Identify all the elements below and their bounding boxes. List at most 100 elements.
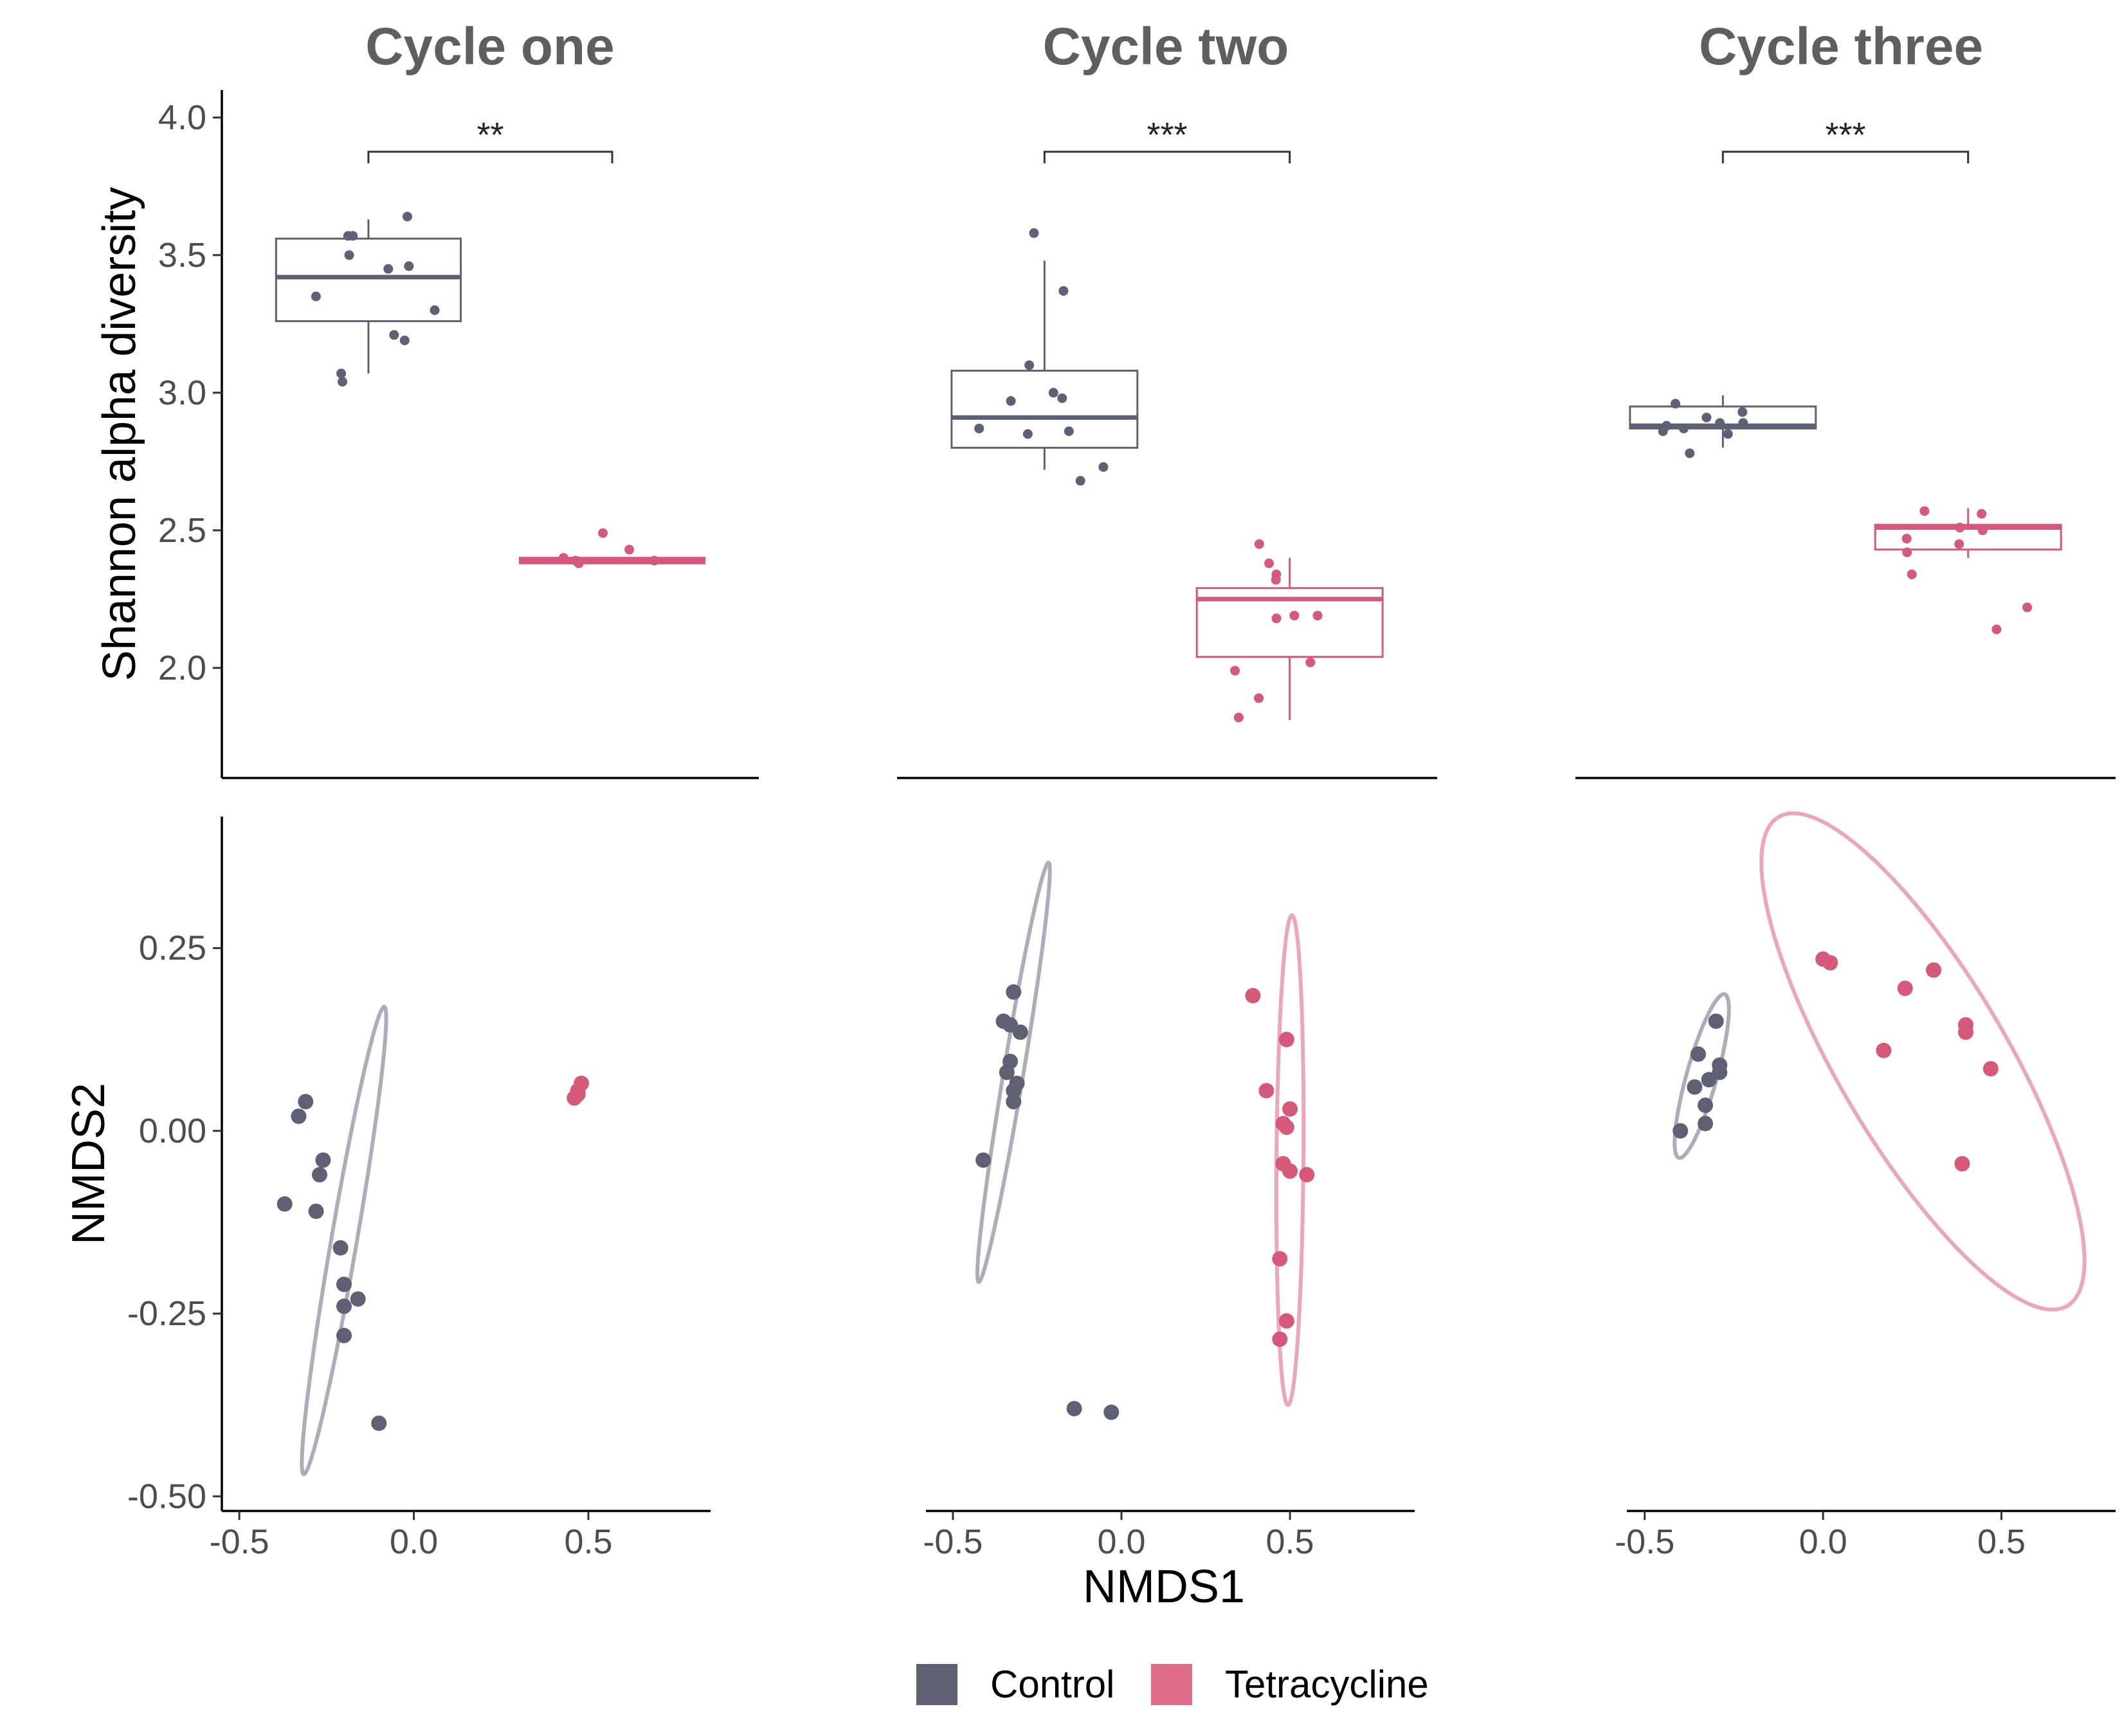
y-tick-label: 4.0: [158, 98, 206, 137]
confidence-ellipse-control: [1673, 992, 1731, 1160]
data-point-tetracycline: [1901, 534, 1912, 544]
data-point-control: [308, 1203, 324, 1219]
data-point-control: [1673, 1123, 1689, 1139]
data-point-control: [336, 1298, 352, 1314]
significance-label: ***: [1147, 116, 1187, 154]
data-point-tetracycline: [1955, 523, 1965, 533]
data-point-control: [277, 1196, 293, 1212]
data-point-control: [389, 330, 399, 340]
data-point-tetracycline: [1982, 1061, 1999, 1077]
x-tick-label: 0.5: [1977, 1523, 2026, 1561]
box-control: [950, 370, 1139, 449]
data-point-tetracycline: [1926, 962, 1942, 978]
data-point-control: [350, 1291, 366, 1307]
data-point-control: [1687, 1079, 1703, 1095]
data-point-control: [974, 423, 984, 433]
data-point-control: [298, 1094, 314, 1110]
data-point-control: [1715, 418, 1725, 428]
data-point-control: [1012, 1024, 1028, 1040]
data-point-control: [403, 212, 413, 222]
legend-label-tetracycline: Tetracycline: [1225, 1663, 1429, 1706]
data-point-control: [1698, 1116, 1714, 1132]
x-tick-label: -0.5: [1615, 1523, 1674, 1561]
data-point-tetracycline: [1907, 569, 1917, 579]
x-tick-label: 0.0: [1799, 1523, 1847, 1561]
data-point-tetracycline: [570, 556, 581, 566]
data-point-control: [1048, 388, 1058, 398]
data-point-tetracycline: [558, 553, 568, 563]
data-point-control: [1024, 360, 1035, 370]
data-point-control: [336, 368, 347, 379]
data-point-control: [1701, 412, 1712, 422]
data-point-tetracycline: [1230, 665, 1240, 676]
confidence-ellipse-control: [300, 1004, 388, 1476]
y-axis-title-shannon: Shannon alpha diversity: [94, 187, 145, 682]
data-point-control: [399, 335, 410, 345]
data-point-control: [1723, 429, 1733, 439]
nmds-panel-3: -0.5 0.0 0.5: [1615, 811, 2116, 1561]
data-point-control: [1022, 429, 1033, 439]
data-point-tetracycline: [1958, 1024, 1974, 1040]
legend-swatch-control: [916, 1664, 957, 1705]
data-point-tetracycline: [1264, 558, 1274, 568]
data-point-control: [315, 1152, 331, 1168]
significance-bracket: [1721, 150, 1970, 163]
data-point-tetracycline: [1299, 1167, 1315, 1183]
data-point-control: [1103, 1404, 1120, 1420]
data-point-control: [383, 264, 394, 274]
data-point-control: [343, 231, 353, 241]
panel-title-cycle-two: Cycle two: [1043, 17, 1289, 76]
data-point-tetracycline: [1305, 657, 1316, 667]
data-point-control: [1678, 423, 1689, 433]
data-point-control: [1698, 1098, 1714, 1114]
data-point-control: [1737, 407, 1748, 417]
data-point-control: [312, 1167, 327, 1183]
box-panel-1: 2.0 2.5 3.0 3.5 4.0 **: [158, 90, 759, 779]
data-point-tetracycline: [1991, 624, 2002, 635]
data-point-tetracycline: [1954, 1156, 1970, 1171]
data-point-tetracycline: [1245, 988, 1261, 1004]
data-point-control: [291, 1108, 307, 1125]
data-point-control: [1738, 418, 1748, 428]
box-panel-3: ***: [1575, 116, 2116, 779]
legend-swatch-tetracycline: [1151, 1664, 1192, 1705]
data-point-tetracycline: [1977, 509, 1987, 519]
data-point-control: [404, 261, 414, 271]
y-axis-title-nmds2: NMDS2: [63, 1083, 114, 1245]
data-point-tetracycline: [2022, 602, 2033, 613]
data-point-control: [344, 250, 354, 260]
data-point-tetracycline: [1897, 981, 1913, 997]
data-point-control: [999, 1064, 1015, 1080]
nmds-panel-2: -0.5 0.0 0.5: [923, 860, 1415, 1561]
data-point-tetracycline: [624, 545, 635, 555]
x-tick-label: -0.5: [923, 1523, 983, 1561]
data-point-control: [338, 377, 348, 387]
data-point-control: [1006, 1083, 1022, 1099]
data-point-control: [1708, 1013, 1724, 1029]
box-control: [275, 237, 462, 323]
data-point-tetracycline: [1278, 1119, 1294, 1135]
y-tick-label: -0.25: [127, 1294, 206, 1333]
confidence-ellipse-control: [975, 860, 1052, 1284]
data-point-control: [1075, 476, 1085, 486]
x-tick-label: 0.5: [564, 1523, 612, 1561]
data-point-control: [430, 305, 440, 315]
data-point-tetracycline: [1822, 955, 1838, 971]
nmds-panel-1: -0.5 0.0 0.5 -0.50 -0.25 0.00 0.25: [127, 817, 711, 1561]
data-point-control: [1029, 228, 1039, 239]
data-point-tetracycline: [1977, 525, 1988, 536]
data-point-control: [1064, 426, 1074, 437]
box-panel-2: ***: [897, 116, 1437, 779]
data-point-control: [1006, 1094, 1022, 1110]
significance-bracket: [367, 150, 613, 163]
x-tick-label: 0.5: [1266, 1523, 1314, 1561]
data-point-control: [975, 1152, 992, 1168]
y-tick-label: 3.0: [158, 374, 206, 412]
data-point-control: [1098, 462, 1109, 472]
significance-label: ***: [1825, 116, 1865, 154]
data-point-tetracycline: [1271, 575, 1281, 585]
data-point-tetracycline: [1876, 1042, 1892, 1058]
significance-label: **: [476, 116, 503, 154]
data-point-tetracycline: [1278, 1313, 1294, 1329]
data-point-tetracycline: [598, 528, 608, 538]
